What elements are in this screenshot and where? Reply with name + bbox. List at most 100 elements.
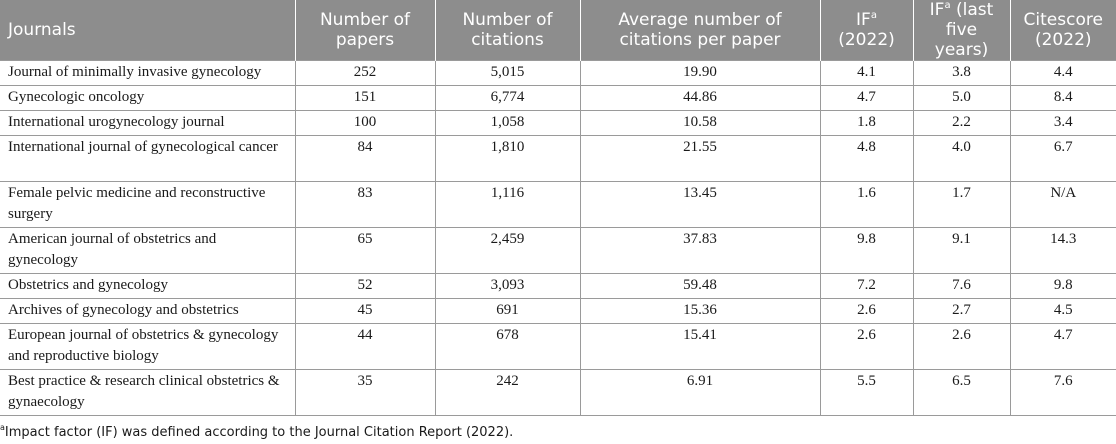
cell-citescore: 3.4 <box>1009 110 1116 136</box>
header-if5-period: (last five years) <box>934 0 994 60</box>
cell-citations: 242 <box>434 369 581 416</box>
table-row: American journal of obstetrics and gynec… <box>0 227 1116 274</box>
cell-journal: Best practice & research clinical obstet… <box>0 369 296 416</box>
cell-if5: 9.1 <box>912 227 1011 274</box>
cell-if: 1.6 <box>819 181 914 228</box>
cell-citescore: 4.7 <box>1009 323 1116 370</box>
header-average: Average number of citations per paper <box>579 0 820 61</box>
cell-average: 37.83 <box>579 227 821 274</box>
cell-citescore: N/A <box>1009 181 1116 228</box>
cell-papers: 151 <box>294 85 436 111</box>
header-average-label: Average number of citations per paper <box>618 10 782 50</box>
header-if-superscript: a <box>870 10 877 21</box>
cell-papers: 45 <box>294 298 436 324</box>
header-papers-label: Number of papers <box>319 10 411 50</box>
cell-if5: 7.6 <box>912 273 1011 299</box>
cell-if: 1.8 <box>819 110 914 136</box>
cell-journal: Archives of gynecology and obstetrics <box>0 298 296 324</box>
journals-table-container: Journals Number of papers Number of cita… <box>0 0 1116 416</box>
header-journals: Journals <box>0 0 295 61</box>
table-row: Best practice & research clinical obstet… <box>0 369 1116 416</box>
cell-journal: International urogynecology journal <box>0 110 296 136</box>
cell-journal: Female pelvic medicine and reconstructiv… <box>0 181 296 228</box>
cell-if: 2.6 <box>819 323 914 370</box>
cell-if5: 2.2 <box>912 110 1011 136</box>
cell-if5: 2.7 <box>912 298 1011 324</box>
cell-average: 59.48 <box>579 273 821 299</box>
cell-papers: 52 <box>294 273 436 299</box>
cell-papers: 252 <box>294 60 436 86</box>
cell-citescore: 4.4 <box>1009 60 1116 86</box>
cell-if: 2.6 <box>819 298 914 324</box>
cell-average: 13.45 <box>579 181 821 228</box>
cell-papers: 35 <box>294 369 436 416</box>
cell-if5: 4.0 <box>912 135 1011 182</box>
header-if5-superscript: a <box>944 0 951 11</box>
cell-citations: 2,459 <box>434 227 581 274</box>
header-journals-label: Journals <box>8 20 76 40</box>
cell-papers: 84 <box>294 135 436 182</box>
table-row: Archives of gynecology and obstetrics 45… <box>0 298 1116 324</box>
table-footnote: aImpact factor (IF) was defined accordin… <box>0 424 513 442</box>
cell-if: 4.1 <box>819 60 914 86</box>
cell-journal: Journal of minimally invasive gynecology <box>0 60 296 86</box>
cell-if: 4.7 <box>819 85 914 111</box>
table-row: Obstetrics and gynecology 52 3,093 59.48… <box>0 273 1116 299</box>
cell-papers: 100 <box>294 110 436 136</box>
cell-citations: 5,015 <box>434 60 581 86</box>
cell-average: 6.91 <box>579 369 821 416</box>
cell-average: 21.55 <box>579 135 821 182</box>
table-row: European journal of obstetrics & gynecol… <box>0 323 1116 370</box>
cell-citescore: 9.8 <box>1009 273 1116 299</box>
table-row: Female pelvic medicine and reconstructiv… <box>0 181 1116 228</box>
cell-average: 15.41 <box>579 323 821 370</box>
cell-citations: 691 <box>434 298 581 324</box>
cell-citescore: 4.5 <box>1009 298 1116 324</box>
cell-citations: 1,058 <box>434 110 581 136</box>
cell-if5: 3.8 <box>912 60 1011 86</box>
table-row: International urogynecology journal 100 … <box>0 110 1116 136</box>
cell-average: 19.90 <box>579 60 821 86</box>
cell-if: 7.2 <box>819 273 914 299</box>
cell-papers: 83 <box>294 181 436 228</box>
cell-if5: 2.6 <box>912 323 1011 370</box>
header-citescore: Citescore (2022) <box>1009 0 1116 61</box>
cell-average: 15.36 <box>579 298 821 324</box>
cell-journal: International journal of gynecological c… <box>0 135 296 182</box>
footnote-text: Impact factor (IF) was defined according… <box>4 425 514 440</box>
header-if-year: (2022) <box>838 30 895 50</box>
cell-if5: 5.0 <box>912 85 1011 111</box>
journals-table: Journals Number of papers Number of cita… <box>0 0 1116 416</box>
header-if5-label: IF <box>929 0 945 20</box>
table-header-row: Journals Number of papers Number of cita… <box>0 0 1116 61</box>
cell-journal: Obstetrics and gynecology <box>0 273 296 299</box>
cell-citescore: 7.6 <box>1009 369 1116 416</box>
cell-average: 44.86 <box>579 85 821 111</box>
table-row: Gynecologic oncology 151 6,774 44.86 4.7… <box>0 85 1116 111</box>
cell-journal: European journal of obstetrics & gynecol… <box>0 323 296 370</box>
cell-if: 4.8 <box>819 135 914 182</box>
header-if-label: IF <box>856 10 871 30</box>
header-papers: Number of papers <box>294 0 435 61</box>
cell-citescore: 14.3 <box>1009 227 1116 274</box>
cell-journal: American journal of obstetrics and gynec… <box>0 227 296 274</box>
header-if5: IFa (last five years) <box>912 0 1010 61</box>
cell-citations: 1,810 <box>434 135 581 182</box>
footnote-marker: a <box>0 423 5 432</box>
header-citations-label: Number of citations <box>462 10 553 50</box>
header-if: IFa (2022) <box>819 0 913 61</box>
cell-papers: 44 <box>294 323 436 370</box>
header-citescore-label: Citescore (2022) <box>1023 10 1103 50</box>
table-row: International journal of gynecological c… <box>0 135 1116 182</box>
cell-papers: 65 <box>294 227 436 274</box>
cell-if5: 6.5 <box>912 369 1011 416</box>
cell-citations: 1,116 <box>434 181 581 228</box>
cell-citescore: 6.7 <box>1009 135 1116 182</box>
cell-journal: Gynecologic oncology <box>0 85 296 111</box>
cell-if: 9.8 <box>819 227 914 274</box>
cell-if: 5.5 <box>819 369 914 416</box>
header-citations: Number of citations <box>434 0 580 61</box>
cell-citations: 3,093 <box>434 273 581 299</box>
cell-citations: 678 <box>434 323 581 370</box>
cell-if5: 1.7 <box>912 181 1011 228</box>
